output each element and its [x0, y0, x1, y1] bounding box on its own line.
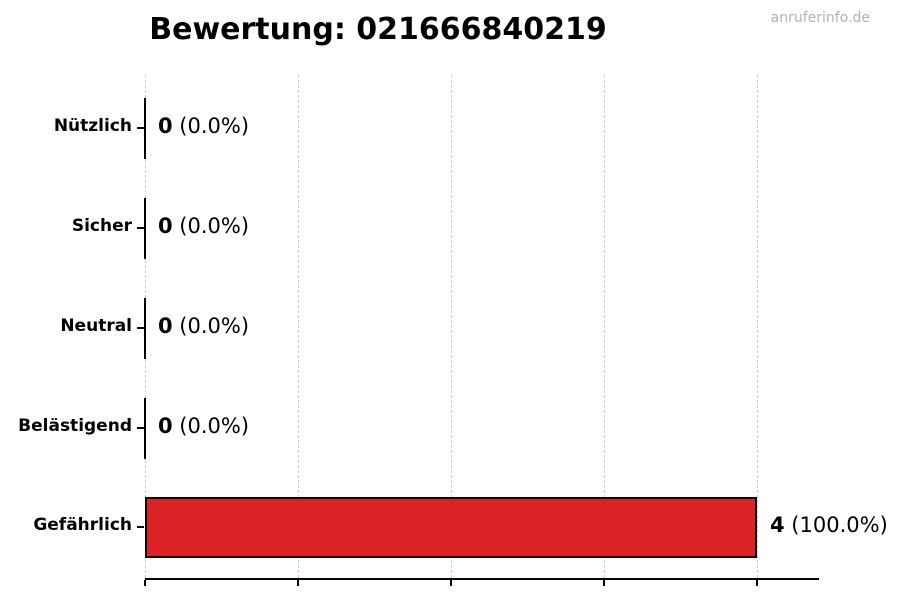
x-axis-tick — [450, 580, 452, 586]
x-axis-tick — [603, 580, 605, 586]
zero-bar-neutral — [144, 298, 146, 359]
value-label: 0 (0.0%) — [158, 314, 250, 338]
category-label: Gefährlich — [33, 515, 132, 535]
y-axis-tick — [137, 427, 144, 429]
vertical-gridline — [451, 75, 452, 578]
category-label: Sicher — [71, 216, 132, 236]
value-count: 0 — [158, 114, 173, 138]
chart-title: Bewertung: 021666840219 — [149, 12, 607, 47]
x-axis-tick — [144, 580, 146, 586]
value-label: 0 (0.0%) — [158, 114, 250, 138]
bar-gefährlich — [145, 497, 757, 558]
vertical-gridline — [298, 75, 299, 578]
value-label: 0 (0.0%) — [158, 414, 250, 438]
value-count: 0 — [158, 414, 173, 438]
value-count: 4 — [770, 513, 785, 537]
zero-bar-nützlich — [144, 98, 146, 159]
zero-bar-belästigend — [144, 398, 146, 459]
value-label: 0 (0.0%) — [158, 214, 250, 238]
watermark-text: anruferinfo.de — [770, 10, 870, 26]
x-axis-tick — [756, 580, 758, 586]
category-label: Neutral — [60, 316, 132, 336]
y-axis-tick — [137, 127, 144, 129]
vertical-gridline — [757, 75, 758, 578]
value-count: 0 — [158, 314, 173, 338]
x-axis-tick — [297, 580, 299, 586]
category-label: Belästigend — [18, 416, 132, 436]
value-label: 4 (100.0%) — [770, 513, 888, 537]
x-axis-line — [145, 578, 819, 580]
zero-bar-sicher — [144, 198, 146, 259]
vertical-gridline — [604, 75, 605, 578]
y-axis-tick — [137, 526, 144, 528]
y-axis-tick — [137, 327, 144, 329]
value-count: 0 — [158, 214, 173, 238]
y-axis-tick — [137, 227, 144, 229]
category-label: Nützlich — [53, 116, 132, 136]
